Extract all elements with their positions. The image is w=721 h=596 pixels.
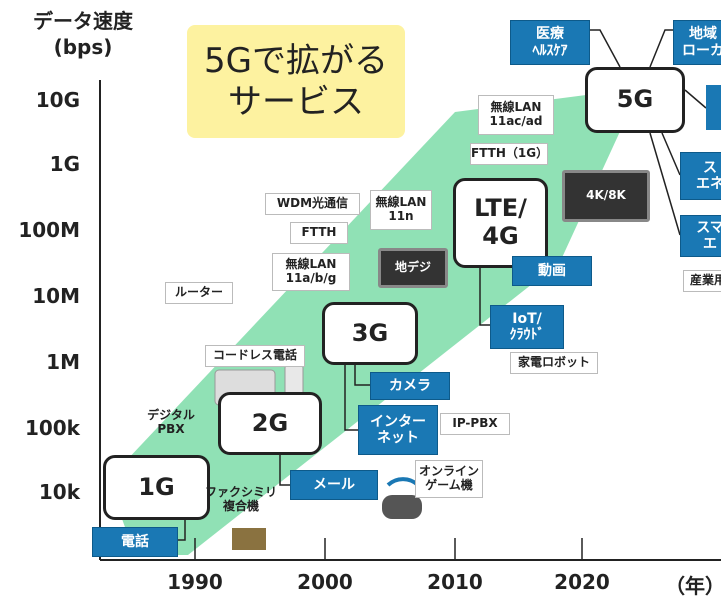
- title: 5Gで拡がる サービス: [187, 25, 405, 138]
- technology-label: WDM光通信: [265, 193, 360, 215]
- x-label: 2020: [542, 570, 622, 594]
- screen-label: 4K/8K: [562, 170, 650, 222]
- y-label: 1M: [0, 350, 80, 374]
- x-label: 1990: [155, 570, 235, 594]
- technology-label: 産業用: [683, 270, 721, 292]
- service-box: 動画: [512, 256, 592, 286]
- service-box: IoT/ ｸﾗｳﾄﾞ: [490, 305, 564, 349]
- x-label: 2000: [285, 570, 365, 594]
- service-box: カメラ: [370, 372, 450, 400]
- y-label: 1G: [0, 152, 80, 176]
- technology-label: FTTH: [290, 222, 348, 244]
- generation-box: LTE/ 4G: [453, 178, 548, 268]
- technology-label: FTTH（1G）: [470, 143, 548, 165]
- technology-label: オンライン ゲーム機: [415, 460, 483, 498]
- technology-label: コードレス電話: [205, 345, 305, 367]
- screen-label: 地デジ: [378, 248, 448, 288]
- technology-label: デジタル PBX: [145, 403, 197, 443]
- x-unit: （年）: [655, 570, 721, 596]
- y-label: 10k: [0, 480, 80, 504]
- technology-label: IP-PBX: [440, 413, 510, 435]
- y-label: 100M: [0, 218, 80, 242]
- generation-box: 1G: [103, 455, 210, 520]
- service-box: スマ エ: [680, 215, 721, 257]
- service-box: インター ネット: [358, 405, 438, 455]
- service-box: ス エネ: [680, 152, 721, 200]
- service-box: 電話: [92, 527, 178, 557]
- technology-label: 無線LAN 11n: [370, 190, 432, 230]
- technology-label: 家電ロボット: [510, 352, 598, 374]
- service-box: 地域 ローカ: [673, 20, 721, 65]
- y-label: 100k: [0, 416, 80, 440]
- service-box: [706, 85, 721, 130]
- service-box: メール: [290, 470, 378, 500]
- y-axis-title: データ速度 (bps): [8, 8, 158, 60]
- generation-box: 2G: [218, 392, 322, 455]
- technology-label: ファクシミリ 複合機: [205, 480, 277, 520]
- infographic: データ速度 (bps) 5Gで拡がる サービス 10G 1G 100M 10M 1M 10…: [0, 0, 721, 596]
- technology-label: 無線LAN 11ac/ad: [478, 95, 554, 135]
- technology-label: 無線LAN 11a/b/g: [272, 253, 350, 291]
- technology-label: ルーター: [165, 282, 233, 304]
- generation-box: 3G: [322, 302, 418, 365]
- service-box: 医療 ﾍﾙｽｹｱ: [510, 20, 590, 65]
- x-label: 2010: [415, 570, 495, 594]
- y-label: 10G: [0, 88, 80, 112]
- y-label: 10M: [0, 284, 80, 308]
- generation-box: 5G: [585, 67, 685, 133]
